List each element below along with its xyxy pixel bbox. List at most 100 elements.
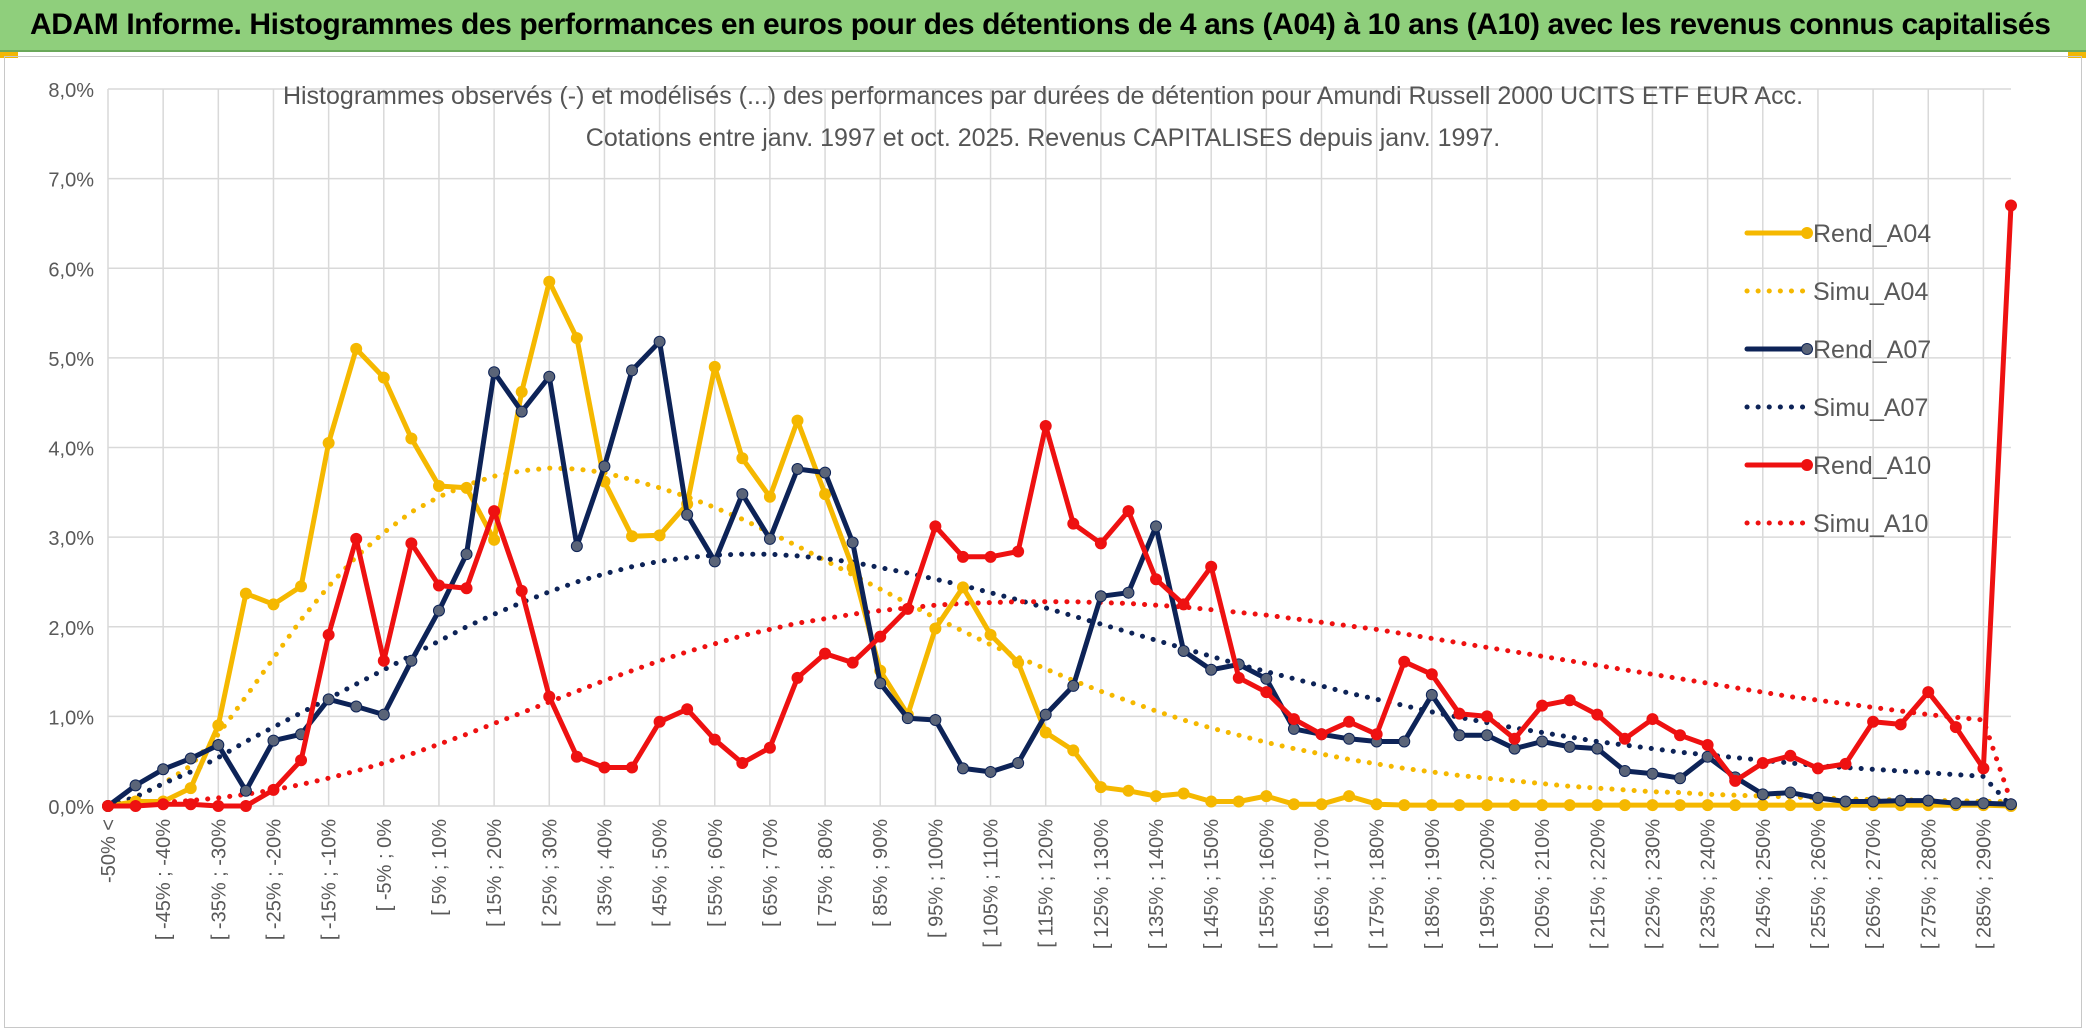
x-tick-label: [ -35% ; -30% bbox=[208, 819, 230, 940]
data-point bbox=[570, 332, 583, 345]
data-point bbox=[212, 800, 225, 812]
data-point bbox=[1398, 735, 1411, 748]
data-point bbox=[184, 798, 197, 811]
x-tick-label: [ 265% ; 270% bbox=[1863, 819, 1885, 949]
data-point bbox=[295, 754, 308, 767]
data-point bbox=[653, 529, 666, 542]
data-point bbox=[1177, 644, 1190, 657]
data-point bbox=[1122, 505, 1135, 518]
data-point bbox=[1811, 791, 1824, 804]
data-point bbox=[212, 739, 225, 752]
data-point bbox=[1012, 656, 1025, 669]
data-point bbox=[901, 712, 914, 725]
y-tick-label: 2,0% bbox=[48, 618, 94, 640]
data-point bbox=[681, 703, 694, 716]
data-point bbox=[1618, 799, 1631, 812]
data-point bbox=[1067, 517, 1080, 530]
data-point bbox=[1977, 797, 1990, 810]
data-point bbox=[736, 756, 749, 769]
x-tick-label: [ 65% ; 70% bbox=[760, 819, 782, 927]
data-point bbox=[1867, 795, 1880, 808]
data-point bbox=[1287, 713, 1300, 726]
series-line bbox=[105, 599, 2014, 809]
x-tick-label: [ 125% ; 130% bbox=[1091, 819, 1113, 949]
data-point bbox=[598, 761, 611, 774]
data-point bbox=[1260, 790, 1273, 803]
legend-label: Rend_A10 bbox=[1813, 452, 1931, 480]
data-point bbox=[1039, 419, 1052, 432]
data-point bbox=[1922, 686, 1935, 699]
data-point bbox=[1343, 790, 1356, 803]
data-point bbox=[1453, 707, 1466, 720]
data-point bbox=[708, 733, 721, 746]
series-simu-a10 bbox=[105, 599, 2014, 809]
chart-subtitle: Cotations entre janv. 1997 et oct. 2025.… bbox=[586, 124, 1500, 152]
data-point bbox=[708, 360, 721, 373]
x-tick-label: [ 185% ; 190% bbox=[1422, 819, 1444, 949]
data-point bbox=[1425, 688, 1438, 701]
data-point bbox=[543, 690, 556, 703]
x-tick-label: [ 155% ; 160% bbox=[1256, 819, 1278, 949]
data-point bbox=[1012, 545, 1025, 558]
data-point bbox=[1811, 762, 1824, 775]
data-point bbox=[1536, 735, 1549, 748]
data-point bbox=[1646, 767, 1659, 780]
data-point bbox=[460, 481, 473, 494]
data-point bbox=[1094, 590, 1107, 603]
data-point bbox=[1453, 799, 1466, 812]
data-point bbox=[1674, 799, 1687, 812]
data-point bbox=[1370, 728, 1383, 741]
data-point bbox=[1894, 794, 1907, 807]
data-point bbox=[102, 800, 114, 812]
data-point bbox=[1646, 799, 1659, 812]
data-point bbox=[1177, 787, 1190, 800]
series-rend-a10 bbox=[102, 199, 2017, 812]
data-point bbox=[1922, 794, 1935, 807]
data-point bbox=[1618, 765, 1631, 778]
data-point bbox=[1591, 708, 1604, 721]
data-point bbox=[1784, 786, 1797, 799]
data-point bbox=[405, 537, 418, 550]
data-point bbox=[1287, 722, 1300, 735]
data-point bbox=[1039, 726, 1052, 739]
data-point bbox=[1701, 750, 1714, 763]
legend-marker bbox=[1801, 227, 1813, 239]
data-point bbox=[129, 779, 142, 792]
line-chart: Histogrammes observés (-) et modélisés (… bbox=[48, 80, 2017, 949]
data-point bbox=[488, 366, 501, 379]
series-rend-a04 bbox=[102, 275, 2017, 812]
data-point bbox=[515, 385, 528, 398]
data-point bbox=[350, 700, 363, 713]
data-point bbox=[1067, 679, 1080, 692]
data-point bbox=[1508, 799, 1521, 812]
data-point bbox=[1729, 774, 1742, 787]
x-tick-label: [ -45% ; -40% bbox=[153, 819, 175, 940]
legend-item-simu-a07: Simu_A07 bbox=[1744, 394, 1928, 422]
series-simu-a04 bbox=[105, 465, 2014, 809]
series-line bbox=[105, 465, 2014, 809]
data-point bbox=[267, 783, 280, 796]
data-point bbox=[819, 466, 832, 479]
data-point bbox=[1205, 560, 1218, 573]
data-point bbox=[350, 532, 363, 545]
data-point bbox=[929, 713, 942, 726]
data-point bbox=[1701, 739, 1714, 752]
legend-item-rend-a04: Rend_A04 bbox=[1744, 220, 1931, 248]
data-point bbox=[1729, 799, 1742, 812]
x-tick-label: [ 225% ; 230% bbox=[1642, 819, 1664, 949]
data-point bbox=[1205, 795, 1218, 808]
legend-label: Rend_A04 bbox=[1813, 220, 1931, 248]
data-point bbox=[846, 656, 859, 669]
data-point bbox=[1701, 799, 1714, 812]
x-tick-label: [ 5% ; 10% bbox=[429, 819, 451, 916]
data-point bbox=[1646, 713, 1659, 726]
data-point bbox=[846, 536, 859, 549]
x-tick-label: [ 235% ; 240% bbox=[1698, 819, 1720, 949]
x-tick-label: [ 35% ; 40% bbox=[594, 819, 616, 927]
data-point bbox=[901, 602, 914, 615]
data-point bbox=[267, 598, 280, 611]
x-tick-label: [ 195% ; 200% bbox=[1477, 819, 1499, 949]
data-point bbox=[212, 719, 225, 732]
legend-label: Simu_A04 bbox=[1813, 278, 1928, 306]
data-point bbox=[1536, 699, 1549, 712]
